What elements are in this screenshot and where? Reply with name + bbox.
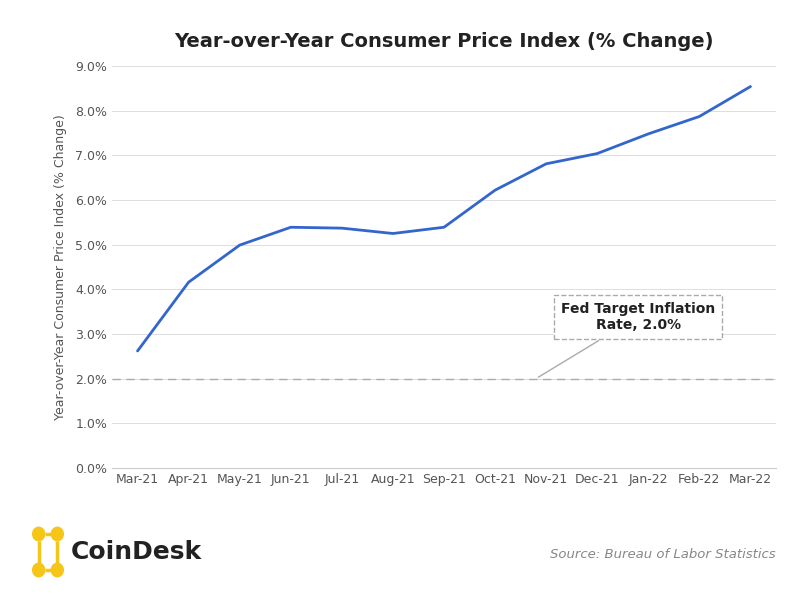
Text: CoinDesk: CoinDesk bbox=[70, 540, 202, 564]
Text: Source: Bureau of Labor Statistics: Source: Bureau of Labor Statistics bbox=[550, 548, 776, 562]
Text: Fed Target Inflation
Rate, 2.0%: Fed Target Inflation Rate, 2.0% bbox=[538, 302, 715, 377]
Y-axis label: Year-over-Year Consumer Price Index (% Change): Year-over-Year Consumer Price Index (% C… bbox=[54, 114, 67, 420]
Circle shape bbox=[51, 563, 63, 577]
Circle shape bbox=[33, 527, 45, 541]
Circle shape bbox=[51, 527, 63, 541]
Title: Year-over-Year Consumer Price Index (% Change): Year-over-Year Consumer Price Index (% C… bbox=[174, 32, 714, 50]
Circle shape bbox=[33, 563, 45, 577]
